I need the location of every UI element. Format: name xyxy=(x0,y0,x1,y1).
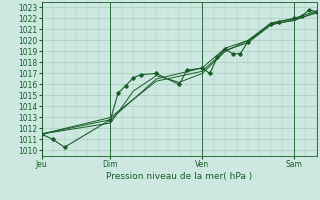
X-axis label: Pression niveau de la mer( hPa ): Pression niveau de la mer( hPa ) xyxy=(106,172,252,181)
